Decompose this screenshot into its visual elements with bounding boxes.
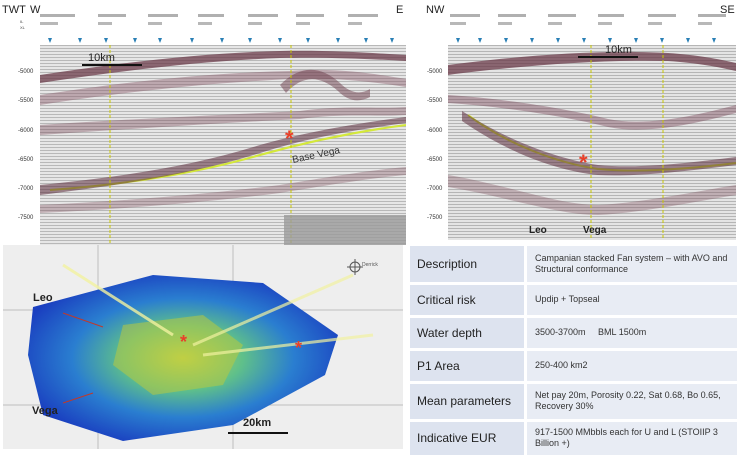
right-tick-7000: -7000 — [427, 186, 443, 192]
amplitude-map-image — [3, 245, 403, 449]
table-row: Indicative EUR 917-1500 MMbbls each for … — [410, 420, 737, 458]
row-key-p1-area: P1 Area — [410, 349, 527, 384]
row-value-p1-area: 250-400 km2 — [525, 349, 737, 384]
left-tick-5500: -5500 — [18, 98, 34, 104]
row-value-mean-parameters: Net pay 20m, Porosity 0.22, Sat 0.68, Bo… — [525, 382, 737, 422]
right-leo-label: Leo — [529, 225, 547, 236]
right-seismic-image — [448, 45, 736, 240]
table-row: Description Campanian stacked Fan system… — [410, 246, 737, 285]
right-prospect-star-icon: * — [579, 150, 588, 175]
row-value-description: Campanian stacked Fan system – with AVO … — [525, 246, 737, 285]
left-tick-7000: -7000 — [18, 186, 34, 192]
right-tick-5500: -5500 — [427, 98, 443, 104]
east-direction-label: E — [396, 4, 404, 16]
se-direction-label: SE — [720, 4, 735, 16]
row-key-mean-parameters: Mean parameters — [410, 382, 527, 422]
right-tick-7500: -7500 — [427, 215, 443, 221]
row-value-critical-risk: Updip + Topseal — [525, 283, 737, 318]
map-scale-label: 20km — [243, 417, 272, 429]
twt-axis-label: TWT — [2, 4, 26, 16]
left-header-annotations — [40, 14, 394, 43]
map-vega-label: Vega — [32, 405, 58, 417]
left-seismic-image — [40, 45, 406, 245]
row-value-water-depth: 3500-3700m BML 1500m — [525, 316, 737, 351]
row-value-indicative-eur: 917-1500 MMbbls each for U and L (STOIIP… — [525, 420, 737, 458]
row-key-description: Description — [410, 246, 527, 285]
west-direction-label: W — [30, 4, 41, 16]
left-tick-6500: -6500 — [18, 157, 34, 163]
table-row: Mean parameters Net pay 20m, Porosity 0.… — [410, 382, 737, 422]
header-row-il-label: IL — [20, 19, 24, 24]
right-vega-label: Vega — [583, 225, 607, 236]
table-row: P1 Area 250-400 km2 — [410, 349, 737, 384]
left-scale-label: 10km — [88, 52, 115, 64]
header-row-xl: XL — [20, 25, 25, 30]
right-header-annotations — [450, 14, 726, 43]
table-row: Critical risk Updip + Topseal — [410, 283, 737, 318]
right-tick-6500: -6500 — [427, 157, 443, 163]
table-row: Water depth 3500-3700m BML 1500m — [410, 316, 737, 351]
header-row-il: IL — [20, 19, 23, 24]
right-tick-5000: -5000 — [427, 69, 443, 75]
nw-direction-label: NW — [426, 4, 445, 16]
row-key-water-depth: Water depth — [410, 316, 527, 351]
right-tick-6000: -6000 — [427, 128, 443, 134]
prospect-summary-table: Description Campanian stacked Fan system… — [410, 246, 737, 458]
map-north-label: Derrick — [362, 262, 378, 268]
row-key-critical-risk: Critical risk — [410, 283, 527, 318]
amplitude-map-panel — [3, 245, 403, 449]
left-tick-7500: -7500 — [18, 215, 34, 221]
map-leo-label: Leo — [33, 292, 53, 304]
row-key-indicative-eur: Indicative EUR — [410, 420, 527, 458]
header-row-xl-label: XL — [20, 25, 25, 30]
left-tick-5000: -5000 — [18, 69, 34, 75]
left-tick-6000: -6000 — [18, 128, 34, 134]
map-star-2-icon: * — [295, 338, 303, 358]
right-scale-label: 10km — [605, 44, 632, 56]
map-star-1-icon: * — [180, 332, 188, 352]
left-prospect-star-icon: * — [285, 126, 294, 151]
